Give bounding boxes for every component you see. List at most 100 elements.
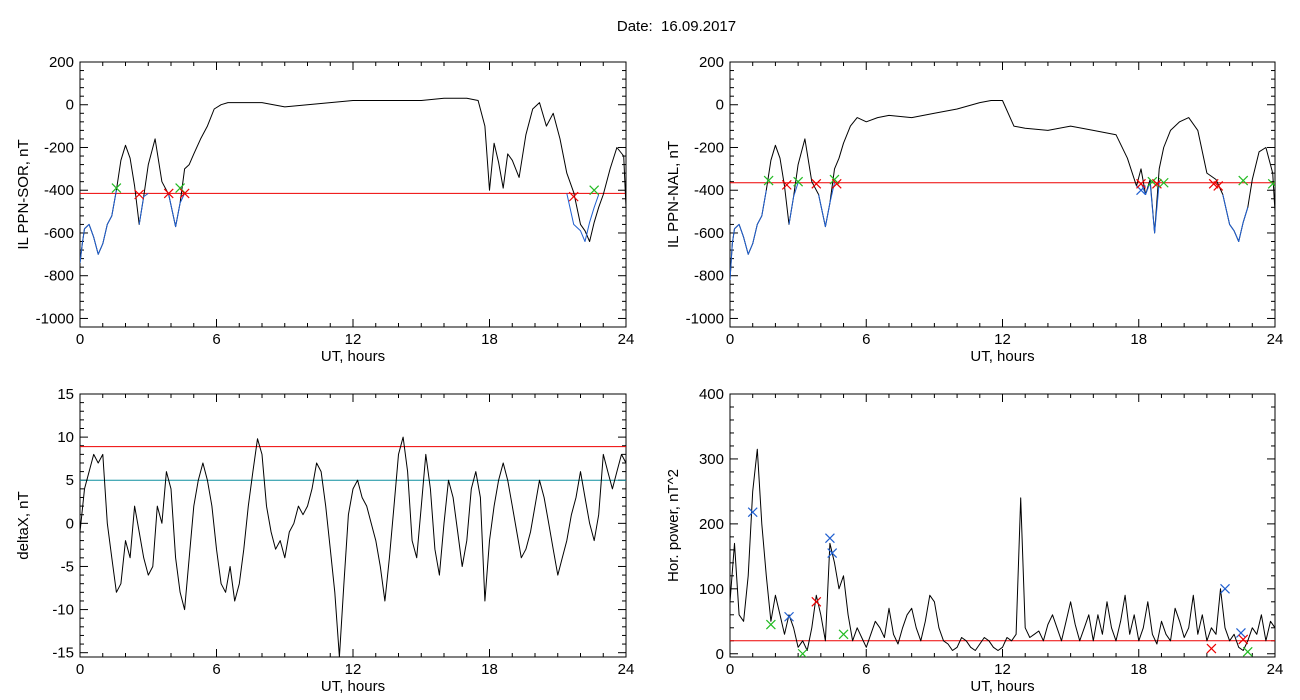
x-marker-stroke (829, 174, 840, 185)
x-tick-label: 12 (345, 661, 362, 678)
y-axis-label: Hor. power, nT^2 (665, 469, 682, 582)
y-tick-label: 0 (66, 97, 74, 114)
x-tick-label: 18 (481, 331, 498, 348)
x-tick-label: 6 (862, 331, 870, 348)
plot-frame (729, 393, 1276, 658)
x-axis-label: UT, hours (321, 678, 385, 695)
x-marker (1136, 178, 1146, 189)
x-marker-stroke (747, 507, 758, 518)
x-tick-label: 24 (618, 331, 635, 348)
y-tick-label: -10 (52, 602, 74, 619)
x-marker (781, 179, 792, 190)
x-tick-label: 24 (618, 661, 635, 678)
y-axis-label: deltaX, nT (15, 491, 32, 559)
x-marker-stroke (111, 183, 122, 194)
x-marker-stroke (1136, 178, 1146, 189)
x-marker-stroke (1206, 643, 1217, 654)
y-tick-label: -400 (694, 182, 724, 199)
x-tick-label: 12 (994, 331, 1011, 348)
x-marker (824, 533, 835, 544)
x-marker (1238, 175, 1249, 186)
x-marker (793, 176, 804, 187)
x-marker-stroke (827, 548, 838, 559)
x-marker (747, 507, 758, 518)
x-marker-stroke (781, 179, 792, 190)
plot-frame (79, 61, 627, 328)
series-line (80, 97, 626, 263)
x-tick-label: 18 (1130, 331, 1147, 348)
y-tick-label: -200 (44, 139, 74, 156)
plot-frame (729, 61, 1276, 328)
x-marker-stroke (179, 188, 190, 199)
y-tick-label: 400 (699, 386, 724, 403)
y-tick-label: 0 (716, 646, 724, 663)
series-line (730, 100, 1275, 281)
y-tick-label: -5 (61, 558, 74, 575)
x-marker (797, 648, 808, 657)
x-marker (1220, 583, 1230, 594)
x-tick-label: 0 (726, 661, 734, 678)
x-axis-label: UT, hours (321, 348, 385, 365)
y-tick-label: 5 (66, 472, 74, 489)
x-axis-label: UT, hours (970, 678, 1034, 695)
x-marker-stroke (163, 188, 174, 199)
x-marker (1213, 181, 1224, 191)
x-marker-stroke (1238, 175, 1249, 186)
x-marker-stroke (589, 185, 600, 196)
x-tick-label: 0 (76, 331, 84, 348)
plot-frame (79, 393, 627, 658)
x-marker-stroke (793, 176, 804, 187)
x-marker (179, 188, 190, 199)
x-tick-label: 18 (481, 661, 498, 678)
x-marker-stroke (175, 183, 186, 194)
x-marker-stroke (1242, 646, 1253, 657)
x-marker-stroke (838, 629, 849, 640)
x-marker-stroke (831, 178, 842, 189)
x-marker-stroke (811, 596, 822, 607)
x-marker-stroke (1267, 180, 1275, 189)
x-marker (134, 189, 145, 200)
x-marker-stroke (1236, 628, 1246, 638)
y-tick-label: 0 (66, 515, 74, 532)
chart-sor: 0 6 12 18 24 -1000 -800 -600 -400 -200 0 200 UT, hou… (15, 54, 634, 365)
y-tick-label: -15 (52, 645, 74, 662)
series-line (80, 190, 117, 263)
series-line (80, 436, 626, 657)
x-marker (831, 178, 842, 189)
x-marker (763, 175, 774, 186)
series-line (730, 190, 767, 281)
plot-area (730, 448, 1275, 657)
series-line (138, 192, 149, 225)
x-marker (838, 629, 849, 640)
x-tick-label: 6 (862, 661, 870, 678)
x-marker (163, 188, 174, 199)
x-marker (589, 185, 600, 196)
series-line (168, 193, 186, 228)
x-marker (1267, 178, 1275, 189)
x-marker (765, 619, 776, 630)
x-marker-stroke (765, 619, 776, 630)
y-tick-label: 0 (716, 97, 724, 114)
x-marker-stroke (763, 175, 774, 186)
figure-title: Date: 16.09.2017 (616, 18, 737, 35)
x-tick-label: 6 (212, 331, 220, 348)
plot-area (730, 100, 1275, 281)
series-line (788, 182, 799, 225)
x-tick-label: 0 (76, 661, 84, 678)
y-tick-label: -200 (694, 139, 724, 156)
y-tick-label: -800 (44, 268, 74, 285)
x-marker-stroke (1208, 178, 1219, 189)
x-marker (1206, 643, 1217, 654)
y-tick-label: 200 (699, 54, 724, 71)
y-axis-label: IL PPN-SOR, nT (15, 139, 32, 249)
y-tick-label: -800 (694, 268, 724, 285)
x-marker-stroke (134, 189, 145, 200)
x-marker-stroke (1147, 176, 1158, 187)
chart-deltax: 0 6 12 18 24 -15 -10 -5 0 5 10 15 UT, hours deltaX, n… (15, 386, 634, 695)
x-marker (1238, 634, 1249, 645)
x-marker-stroke (811, 178, 822, 189)
y-tick-label: 100 (699, 581, 724, 598)
x-marker-stroke (1158, 177, 1169, 188)
series-line (1222, 194, 1249, 242)
chart-hpower: 0 6 12 18 24 0 100 200 300 400 UT, hours Hor. power… (665, 386, 1283, 695)
